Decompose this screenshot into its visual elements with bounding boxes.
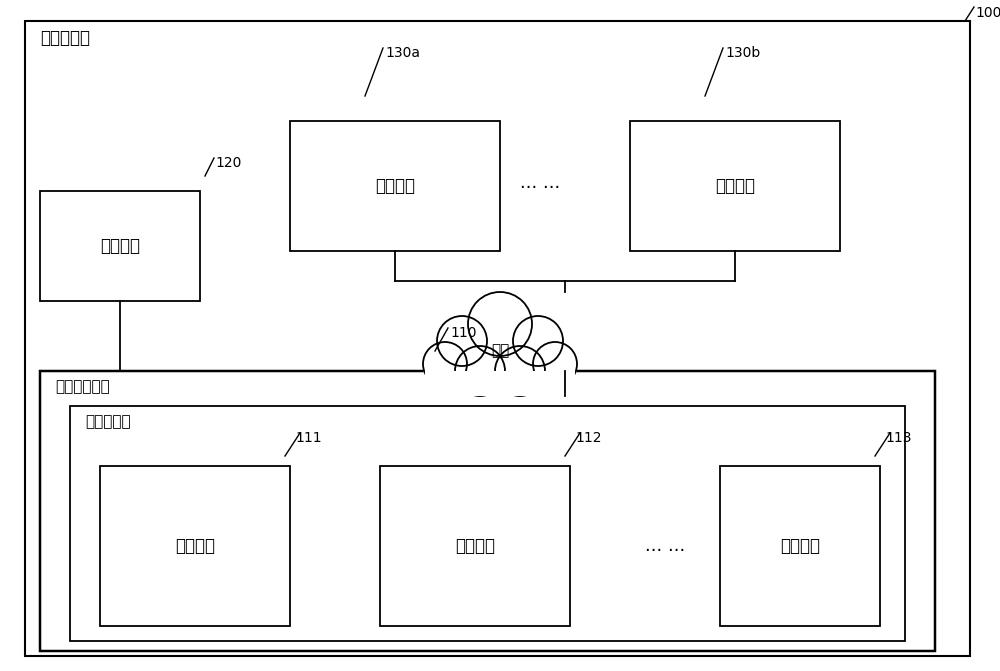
Text: ... ...: ... ... bbox=[645, 537, 685, 555]
Bar bbox=[100, 466, 290, 626]
Circle shape bbox=[495, 346, 545, 396]
Text: 加速资源: 加速资源 bbox=[175, 537, 215, 555]
Circle shape bbox=[468, 292, 532, 356]
Text: 加速资源: 加速资源 bbox=[455, 537, 495, 555]
Bar bbox=[425, 371, 575, 396]
Text: 110: 110 bbox=[450, 326, 477, 340]
Circle shape bbox=[455, 346, 505, 396]
Circle shape bbox=[533, 342, 577, 386]
Text: ... ...: ... ... bbox=[520, 174, 560, 192]
Bar bbox=[630, 121, 840, 251]
Text: 云端加速系统: 云端加速系统 bbox=[55, 379, 110, 394]
Circle shape bbox=[513, 316, 563, 366]
Text: 130b: 130b bbox=[725, 46, 760, 60]
Text: 111: 111 bbox=[295, 431, 322, 445]
Bar bbox=[720, 466, 880, 626]
Bar bbox=[290, 121, 500, 251]
Circle shape bbox=[437, 316, 487, 366]
Text: 网络: 网络 bbox=[491, 344, 509, 358]
Text: 112: 112 bbox=[575, 431, 602, 445]
Text: 113: 113 bbox=[885, 431, 912, 445]
Bar bbox=[40, 371, 935, 651]
Text: 加速资源池: 加速资源池 bbox=[85, 414, 131, 429]
Circle shape bbox=[423, 342, 467, 386]
Text: 云计算系统: 云计算系统 bbox=[40, 29, 90, 47]
Bar bbox=[70, 406, 905, 641]
Bar bbox=[40, 191, 200, 301]
Text: 加速资源: 加速资源 bbox=[780, 537, 820, 555]
Bar bbox=[380, 466, 570, 626]
Text: 物理主机: 物理主机 bbox=[375, 177, 415, 195]
Text: 100: 100 bbox=[975, 6, 1000, 20]
Text: 管理节点: 管理节点 bbox=[100, 237, 140, 255]
Text: 120: 120 bbox=[215, 156, 241, 170]
Text: 物理主机: 物理主机 bbox=[715, 177, 755, 195]
Text: 130a: 130a bbox=[385, 46, 420, 60]
